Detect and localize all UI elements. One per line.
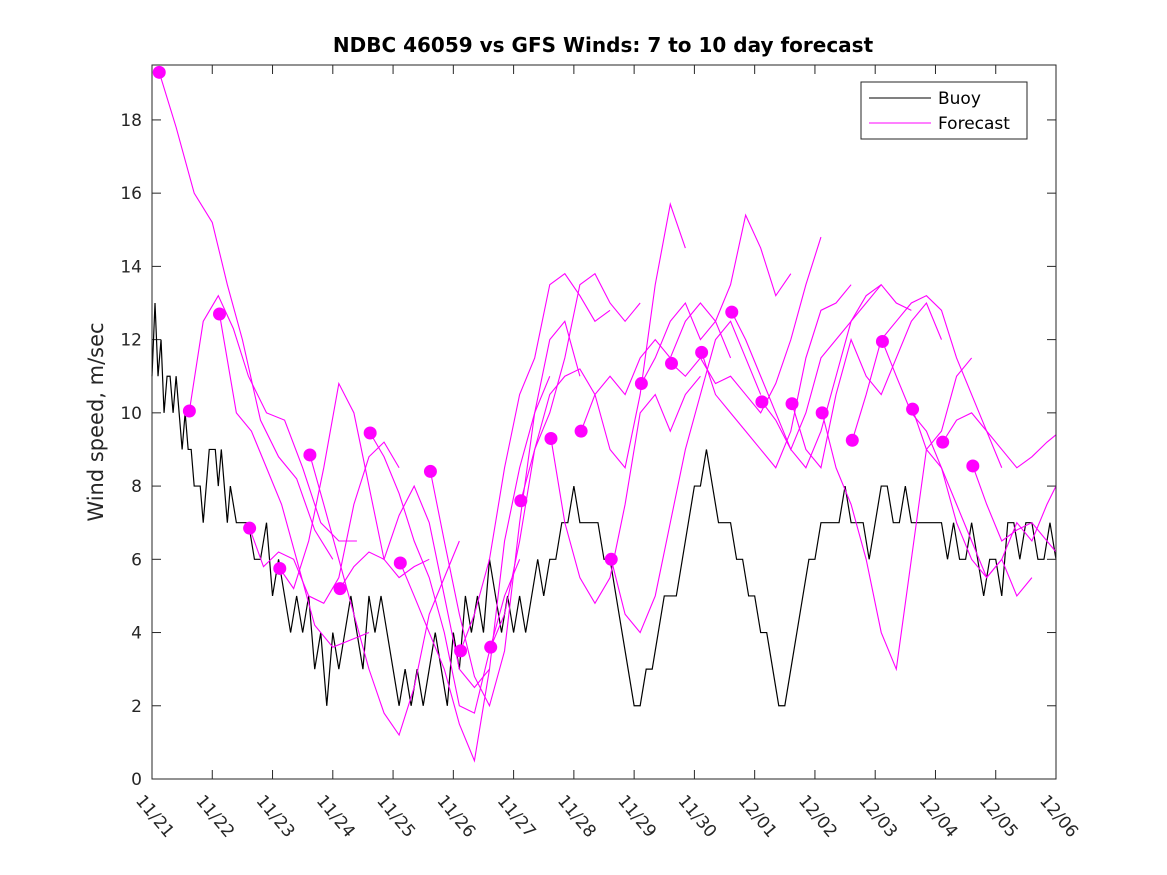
forecast-line	[520, 201, 686, 501]
y-axis-label: Wind speed, m/sec	[84, 322, 108, 521]
forecast-series-group	[158, 72, 1057, 763]
forecast-line	[972, 465, 1057, 553]
forecast-line	[701, 284, 852, 469]
forecast-start-point	[303, 448, 317, 462]
forecast-line	[671, 236, 822, 414]
forecast-start-point	[243, 521, 257, 535]
forecast-line	[731, 284, 882, 451]
y-tick-label: 4	[131, 624, 142, 644]
forecast-line	[851, 295, 1003, 468]
forecast-line	[550, 375, 701, 605]
forecast-start-point	[152, 65, 166, 79]
forecast-line	[942, 412, 1057, 469]
forecast-start-point	[182, 404, 196, 418]
forecast-line	[399, 376, 551, 763]
forecast-start-point	[484, 640, 498, 654]
forecast-start-point	[363, 426, 377, 440]
forecast-line	[309, 454, 460, 737]
forecast-dots-group	[152, 65, 980, 658]
legend: Buoy Forecast	[860, 81, 1028, 140]
forecast-line	[640, 213, 792, 384]
y-axis: 0 2 4 6 8 10 12 14 16 18	[120, 111, 1056, 790]
forecast-start-point	[936, 435, 950, 449]
forecast-start-point	[725, 305, 739, 319]
forecast-start-point	[423, 464, 437, 478]
y-tick-label: 0	[131, 770, 142, 790]
forecast-start-point	[785, 397, 799, 411]
forecast-line	[580, 302, 732, 432]
forecast-start-point	[333, 582, 347, 596]
forecast-start-point	[755, 395, 769, 409]
y-tick-label: 16	[120, 184, 142, 204]
plot-area	[152, 65, 1056, 779]
forecast-start-point	[875, 334, 889, 348]
forecast-line	[460, 272, 611, 652]
forecast-line	[188, 294, 357, 542]
forecast-start-point	[634, 377, 648, 391]
forecast-line	[279, 381, 430, 590]
y-tick-label: 18	[120, 111, 142, 131]
forecast-start-point	[273, 561, 287, 575]
chart-title: NDBC 46059 vs GFS Winds: 7 to 10 day for…	[333, 33, 874, 57]
forecast-line	[881, 341, 1033, 597]
forecast-line	[218, 313, 370, 648]
plot-frame	[151, 64, 1057, 780]
forecast-start-point	[454, 644, 468, 658]
forecast-line	[249, 441, 400, 604]
forecast-line	[761, 283, 912, 469]
forecast-start-point	[604, 552, 618, 566]
forecast-line	[791, 301, 942, 470]
forecast-line	[429, 320, 581, 708]
y-tick-label: 2	[131, 697, 142, 717]
y-tick-label: 14	[120, 257, 142, 277]
forecast-line	[369, 432, 521, 714]
legend-buoy-label: Buoy	[938, 89, 981, 109]
forecast-start-point	[695, 345, 709, 359]
forecast-line	[821, 357, 973, 672]
forecast-start-point	[966, 459, 980, 473]
forecast-start-point	[815, 406, 829, 420]
y-tick-label: 8	[131, 477, 142, 497]
forecast-start-point	[393, 556, 407, 570]
forecast-start-point	[574, 424, 588, 438]
forecast-start-point	[514, 494, 528, 508]
forecast-line	[610, 320, 762, 634]
forecast-start-point	[906, 402, 920, 416]
forecast-line	[158, 72, 334, 560]
forecast-start-point	[665, 356, 678, 370]
forecast-line	[339, 484, 490, 689]
y-tick-label: 6	[131, 550, 142, 570]
forecast-start-point	[544, 431, 558, 445]
forecast-line	[490, 272, 641, 648]
forecast-start-point	[845, 433, 859, 447]
legend-forecast-label: Forecast	[938, 114, 1010, 134]
y-tick-label: 12	[120, 331, 142, 351]
y-tick-label: 10	[120, 404, 142, 424]
forecast-start-point	[213, 307, 226, 321]
legend-box	[860, 81, 1028, 140]
